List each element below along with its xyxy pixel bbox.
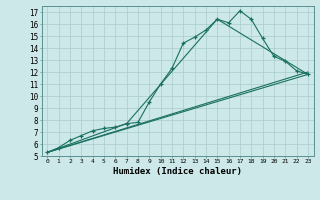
X-axis label: Humidex (Indice chaleur): Humidex (Indice chaleur) (113, 167, 242, 176)
